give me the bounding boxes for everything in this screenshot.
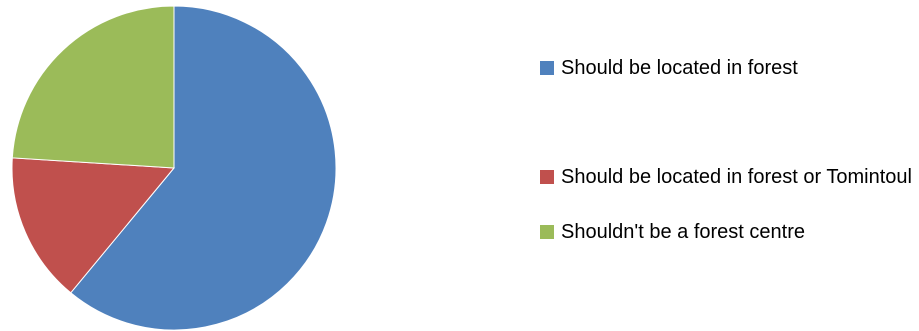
legend: Should be located in forest Should be lo… (540, 0, 919, 331)
pie-slice-located-in-forest (70, 5, 337, 331)
legend-item-located-in-forest: Should be located in forest (540, 56, 919, 81)
legend-swatch-located-in-forest (540, 61, 554, 75)
pie-slice-no-forest-centre (11, 5, 175, 169)
legend-label-no-forest-centre: Shouldn't be a forest centre (561, 221, 805, 243)
legend-item-no-forest-centre: Shouldn't be a forest centre (540, 220, 919, 245)
pie-slice-forest-or-tomintoul (11, 157, 176, 294)
legend-label-forest-or-tomintoul: Should be located in forest or Tomintoul (561, 166, 912, 188)
pie-plot-area (11, 5, 337, 331)
legend-label-located-in-forest: Should be located in forest (561, 57, 798, 79)
legend-item-forest-or-tomintoul: Should be located in forest or Tomintoul (540, 165, 919, 190)
legend-swatch-no-forest-centre (540, 225, 554, 239)
legend-swatch-forest-or-tomintoul (540, 170, 554, 184)
